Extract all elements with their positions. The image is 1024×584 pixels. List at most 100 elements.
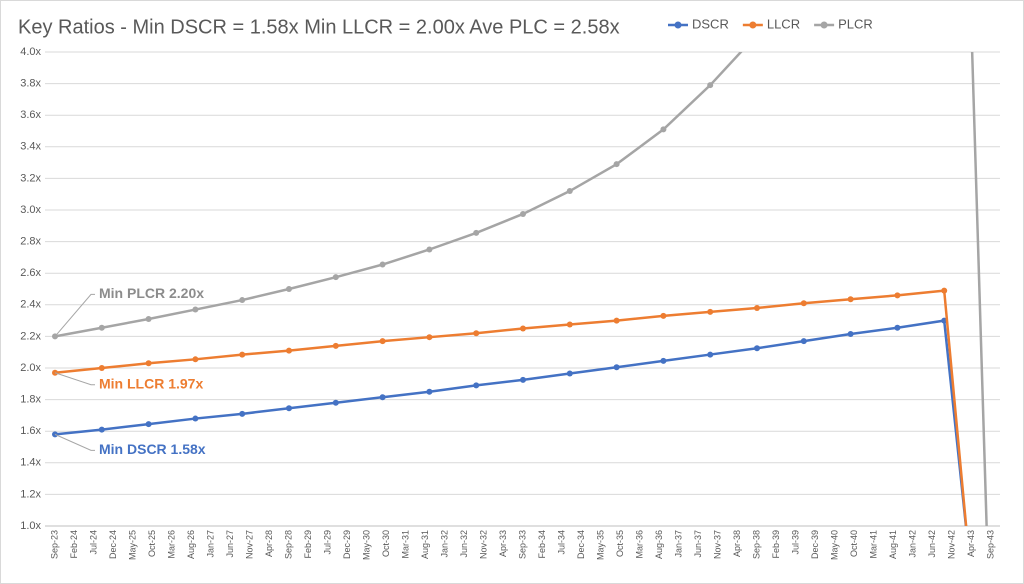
point-marker [473,330,480,337]
x-tick-label: Oct-25 [147,530,157,557]
point-marker [847,296,854,303]
x-tick-label: Sep-23 [49,530,59,559]
y-tick-label: 3.4x [20,141,41,153]
point-marker [754,304,760,311]
x-tick-label: Sep-28 [283,530,293,559]
x-tick-label: Sep-33 [517,530,527,559]
x-tick-label: Nov-32 [478,530,488,559]
legend-marker [820,21,828,29]
point-marker [660,312,667,319]
x-tick-label: Aug-26 [186,530,196,559]
legend-label: DSCR [692,16,729,31]
x-tick-label: Feb-24 [69,530,79,559]
annotation: Min DSCR 1.58x [99,441,206,457]
x-tick-label: Nov-37 [712,530,722,559]
point-marker [426,388,433,395]
point-marker [379,261,386,268]
point-marker [98,426,105,433]
x-tick-label: Mar-36 [634,530,644,559]
x-tick-label: Apr-28 [264,530,274,557]
x-tick-label: Oct-40 [849,530,859,557]
point-marker [613,364,620,371]
y-tick-label: 2.0x [20,362,41,374]
point-marker [379,394,386,401]
point-marker [98,324,105,331]
x-tick-label: Jun-42 [927,530,937,558]
x-tick-label: Mar-41 [868,530,878,559]
point-marker [286,347,292,354]
point-marker [613,161,620,168]
point-marker [660,357,667,364]
point-marker [707,351,714,358]
chart-title: Key Ratios - Min DSCR = 1.58x Min LLCR =… [18,16,620,38]
y-tick-label: 1.8x [20,394,41,406]
x-tick-label: Jul-39 [790,530,800,555]
y-tick-label: 2.4x [20,299,41,311]
x-tick-label: Apr-33 [498,530,508,557]
legend-label: LLCR [767,16,800,31]
x-tick-label: Aug-41 [888,530,898,559]
x-tick-label: Jan-42 [907,530,917,558]
point-marker [426,334,433,341]
point-marker [98,365,105,371]
x-tick-label: Dec-24 [108,530,118,559]
point-marker [520,210,526,217]
point-marker [800,338,807,345]
x-tick-label: Jan-32 [439,530,449,558]
point-marker [332,274,339,281]
x-tick-label: Jan-37 [673,530,683,558]
point-marker [660,126,667,133]
point-marker [520,376,526,383]
x-tick-label: Jul-29 [322,530,332,555]
point-marker [754,345,760,352]
point-marker [145,360,152,367]
point-marker [192,356,199,363]
y-tick-label: 2.2x [20,330,41,342]
x-tick-label: Aug-31 [420,530,430,559]
point-marker [473,229,480,236]
x-tick-label: Oct-30 [381,530,391,557]
point-marker [941,287,948,294]
point-marker [145,316,152,323]
x-tick-label: May-30 [361,530,371,560]
y-tick-label: 1.6x [20,425,41,437]
point-marker [800,300,807,307]
point-marker [332,399,339,406]
point-marker [707,82,714,89]
y-tick-label: 1.4x [20,457,41,469]
point-marker [286,286,292,292]
point-marker [192,415,199,422]
y-tick-label: 3.2x [20,172,41,184]
x-tick-label: Jun-27 [225,530,235,558]
x-tick-label: Dec-34 [576,530,586,559]
point-marker [239,410,246,417]
x-tick-label: Apr-38 [732,530,742,557]
y-tick-label: 1.2x [20,488,41,500]
point-marker [332,342,339,349]
point-marker [145,421,152,428]
point-marker [426,246,433,253]
x-tick-label: Sep-38 [751,530,761,559]
point-marker [473,382,480,389]
point-marker [286,405,292,412]
x-tick-label: Jul-34 [556,530,566,555]
y-tick-label: 3.6x [20,109,41,121]
legend-marker [674,21,682,29]
x-tick-label: Jun-37 [693,530,703,558]
point-marker [379,338,386,345]
legend-label: PLCR [838,16,873,31]
point-marker [566,321,573,328]
point-marker [566,188,573,195]
x-tick-label: Mar-31 [400,530,410,559]
y-tick-label: 2.8x [20,236,41,248]
x-tick-label: Dec-39 [810,530,820,559]
point-marker [707,308,714,315]
x-tick-label: May-40 [829,530,839,560]
x-tick-label: Sep-43 [985,530,995,559]
point-marker [192,306,199,313]
annotation-leader [54,293,95,337]
x-tick-label: Oct-35 [615,530,625,557]
annotation: Min LLCR 1.97x [99,375,203,391]
